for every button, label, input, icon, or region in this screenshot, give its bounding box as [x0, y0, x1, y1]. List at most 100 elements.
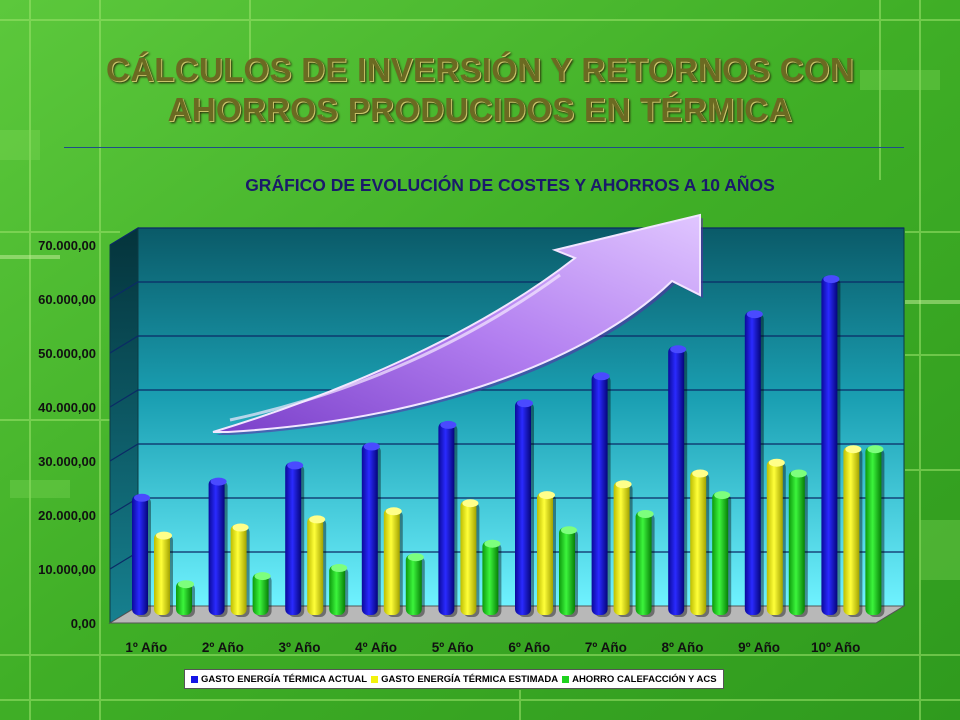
bar-actual: [208, 477, 228, 617]
legend-label-estimada: GASTO ENERGÍA TÉRMICA ESTIMADA: [381, 673, 559, 685]
bar-cap: [484, 539, 501, 548]
x-axis-category-labels: 1º Año 2º Año 3º Año 4º Año 5º Año 6º Año 7º A…: [125, 640, 860, 655]
bar-cap: [561, 526, 577, 535]
legend-label-ahorro: AHORRO CALEFACCIÓN Y ACS: [572, 673, 717, 685]
bar-estimada: [843, 445, 863, 617]
bar-body: [482, 540, 499, 615]
legend-key-green: [562, 675, 570, 683]
bar-body: [843, 446, 860, 615]
bar-ahorro: [788, 469, 808, 617]
bar-actual: [132, 493, 151, 617]
bar-cap: [692, 469, 709, 478]
bar-cap: [254, 572, 271, 581]
slide-title-line1: CÁLCULOS DE INVERSIÓN Y RETORNOS CON: [106, 51, 854, 88]
x-tick-label: 7º Año: [585, 640, 627, 655]
bar-actual: [438, 420, 458, 617]
bar-cap: [462, 499, 479, 508]
bar-body: [383, 508, 400, 615]
bar-cap: [539, 491, 555, 500]
x-tick-label: 2º Año: [202, 640, 244, 655]
x-tick-label: 3º Año: [279, 640, 321, 655]
bar-cap: [637, 510, 654, 518]
bar-body: [613, 481, 630, 615]
bar-cap: [331, 564, 348, 572]
bar-cap: [823, 275, 840, 284]
bar-cap: [790, 469, 807, 478]
legend-key-blue: [191, 675, 198, 683]
bar-body: [176, 581, 192, 615]
bar-actual: [591, 372, 611, 617]
bar-estimada: [690, 469, 710, 617]
legend-entry-actual: GASTO ENERGÍA TÉRMICA ACTUAL: [189, 674, 367, 685]
bar-body: [460, 500, 477, 615]
bar-ahorro: [252, 572, 272, 617]
bar-actual: [361, 442, 381, 617]
y-tick-label: 10.000,00: [38, 562, 96, 577]
x-tick-label: 9º Año: [738, 640, 780, 655]
bar-cap: [309, 515, 326, 524]
gridline: [109, 443, 904, 462]
x-tick-label: 5º Año: [432, 640, 474, 655]
bar-estimada: [613, 480, 633, 617]
bar-body: [252, 573, 269, 615]
bar-body: [668, 346, 685, 615]
bar-cap: [867, 445, 884, 454]
y-tick-label: 0,00: [71, 616, 96, 631]
x-tick-label: 10º Año: [811, 640, 860, 655]
bar-body: [635, 511, 652, 615]
bar-cap: [768, 458, 785, 467]
upward-trend-arrow-icon: [212, 213, 703, 435]
bar-cap: [287, 461, 304, 470]
bar-estimada: [383, 507, 403, 617]
y-axis-tick-labels: 0,00 10.000,00 20.000,00 30.000,00 40.000,00…: [38, 238, 96, 631]
y-tick-label: 70.000,00: [38, 238, 96, 253]
bar-cap: [517, 399, 533, 408]
legend-label-actual: GASTO ENERGÍA TÉRMICA ACTUAL: [201, 673, 368, 685]
bar-estimada: [230, 523, 250, 617]
bar-cap: [746, 310, 763, 319]
bar-ahorro: [405, 553, 425, 617]
bar-body: [766, 459, 783, 615]
x-tick-label: 1º Año: [125, 640, 167, 655]
x-tick-label: 8º Año: [662, 640, 704, 655]
bar-actual: [515, 399, 534, 617]
bar-body: [865, 446, 882, 615]
bar-cap: [134, 493, 150, 502]
bar-body: [821, 276, 838, 615]
bar-actual: [821, 275, 841, 617]
bar-body: [230, 524, 247, 615]
y-tick-label: 20.000,00: [38, 508, 96, 523]
bar-body: [132, 494, 148, 615]
bar-cap: [440, 420, 457, 429]
slide-title-line2: AHORROS PRODUCIDOS EN TÉRMICA: [167, 91, 793, 128]
x-tick-label: 6º Año: [508, 640, 550, 655]
title-divider: [64, 147, 904, 148]
bar-cap: [670, 345, 687, 354]
bar-body: [405, 554, 422, 615]
bar-body: [208, 478, 225, 615]
bar-ahorro: [635, 510, 655, 617]
bar-ahorro: [329, 564, 349, 617]
bar-body: [537, 492, 553, 615]
y-tick-label: 50.000,00: [38, 346, 96, 361]
bar-cap: [385, 507, 402, 516]
slide-title: CÁLCULOS DE INVERSIÓN Y RETORNOS CON AHO…: [40, 50, 920, 130]
gridline: [109, 389, 904, 408]
bar-body: [515, 400, 531, 615]
bar-estimada: [307, 515, 327, 617]
bar-body: [361, 443, 378, 615]
bar-estimada: [766, 458, 786, 617]
bar-estimada: [460, 499, 480, 617]
bar-body: [712, 492, 729, 615]
y-tick-label: 60.000,00: [38, 292, 96, 307]
bar-body: [329, 565, 346, 615]
bar-cap: [156, 531, 172, 540]
bar-actual: [744, 310, 764, 617]
chart-legend: GASTO ENERGÍA TÉRMICA ACTUAL GASTO ENERG…: [184, 669, 724, 689]
bar-cap: [232, 523, 249, 532]
y-tick-label: 30.000,00: [38, 454, 96, 469]
legend-key-yellow: [371, 675, 379, 683]
bar-actual: [668, 345, 688, 617]
bar-cap: [615, 480, 632, 489]
